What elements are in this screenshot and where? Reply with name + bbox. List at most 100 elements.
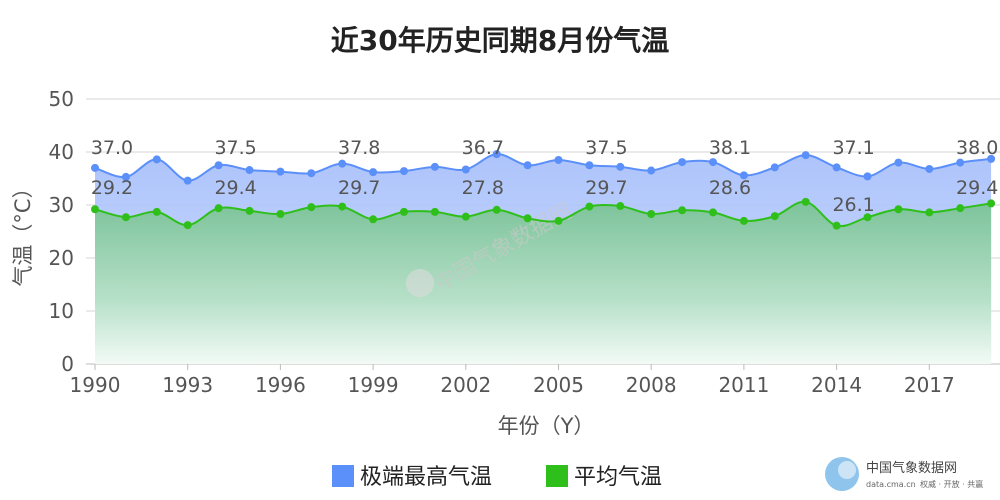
point-avg[interactable] (183, 221, 192, 230)
point-high[interactable] (461, 165, 470, 174)
legend-item-avg[interactable]: 平均气温 (546, 465, 662, 490)
data-label-high: 38.1 (709, 137, 751, 159)
point-avg[interactable] (91, 205, 99, 214)
point-avg[interactable] (152, 207, 161, 216)
x-tick-label: 1999 (348, 373, 399, 397)
data-label-avg: 29.7 (585, 177, 627, 199)
point-high[interactable] (770, 163, 779, 172)
point-high[interactable] (585, 161, 594, 170)
point-avg[interactable] (709, 208, 717, 217)
point-avg[interactable] (647, 210, 656, 219)
x-tick-label: 2008 (626, 373, 677, 397)
point-avg[interactable] (245, 206, 254, 215)
point-high[interactable] (647, 166, 656, 175)
legend-swatch-high (332, 465, 354, 487)
data-label-high: 37.5 (214, 137, 256, 159)
watermark-logo-icon (406, 269, 434, 297)
point-avg[interactable] (832, 221, 841, 230)
point-high[interactable] (739, 171, 748, 180)
point-avg[interactable] (678, 206, 687, 215)
point-high[interactable] (523, 161, 532, 170)
area-avg (95, 201, 992, 364)
point-avg[interactable] (276, 210, 285, 219)
legend-item-high[interactable]: 极端最高气温 (332, 465, 492, 490)
point-avg[interactable] (739, 216, 748, 225)
point-high[interactable] (678, 158, 687, 167)
point-high[interactable] (152, 155, 161, 164)
x-tick-label: 1990 (70, 373, 121, 397)
legend-label-high: 极端最高气温 (360, 465, 492, 490)
point-avg[interactable] (987, 199, 996, 208)
point-high[interactable] (925, 164, 934, 173)
point-avg[interactable] (770, 212, 779, 221)
point-avg[interactable] (925, 208, 934, 217)
data-label-high: 37.0 (91, 137, 133, 159)
point-high[interactable] (987, 154, 996, 163)
x-tick-label: 1996 (255, 373, 306, 397)
y-tick-label: 20 (49, 246, 74, 270)
point-high[interactable] (369, 168, 378, 177)
legend-label-avg: 平均气温 (574, 465, 662, 490)
point-high[interactable] (214, 161, 223, 170)
point-avg[interactable] (801, 197, 810, 206)
point-avg[interactable] (863, 213, 872, 222)
y-tick-label: 50 (49, 87, 74, 111)
point-avg[interactable] (338, 202, 347, 211)
point-avg[interactable] (523, 214, 532, 223)
point-avg[interactable] (369, 215, 378, 224)
brand-name: 中国气象数据网 (866, 460, 957, 476)
point-high[interactable] (276, 167, 285, 176)
point-avg[interactable] (307, 203, 316, 212)
x-tick-label: 2017 (904, 373, 955, 397)
data-label-avg: 29.4 (956, 177, 998, 199)
data-label-avg: 26.1 (832, 194, 874, 216)
brand-tagline: 权威 · 开放 · 共赢 (920, 479, 983, 489)
y-tick-label: 0 (61, 352, 74, 376)
point-high[interactable] (832, 163, 841, 172)
point-avg[interactable] (214, 204, 223, 213)
data-label-high: 37.5 (585, 137, 627, 159)
point-high[interactable] (554, 155, 563, 164)
data-label-high: 37.1 (832, 137, 874, 159)
point-high[interactable] (307, 169, 316, 178)
point-avg[interactable] (461, 212, 470, 221)
point-high[interactable] (245, 166, 254, 175)
point-high[interactable] (121, 172, 130, 181)
point-high[interactable] (430, 162, 439, 171)
x-tick-label: 2014 (811, 373, 862, 397)
chart-title: 近30年历史同期8月份气温 (331, 24, 669, 57)
point-avg[interactable] (554, 216, 563, 225)
point-high[interactable] (863, 172, 872, 181)
y-tick-label: 10 (49, 299, 74, 323)
x-axis-label: 年份（Y） (498, 414, 595, 438)
point-high[interactable] (709, 158, 717, 167)
data-label-avg: 28.6 (709, 177, 751, 199)
point-avg[interactable] (894, 205, 903, 214)
y-tick-label: 30 (49, 193, 74, 217)
point-avg[interactable] (616, 202, 625, 211)
point-high[interactable] (183, 176, 192, 185)
point-avg[interactable] (430, 207, 439, 216)
point-high[interactable] (616, 162, 625, 171)
point-avg[interactable] (400, 207, 408, 216)
legend: 极端最高气温 平均气温 (332, 465, 662, 490)
point-high[interactable] (400, 167, 408, 176)
point-high[interactable] (338, 159, 347, 168)
point-high[interactable] (492, 150, 501, 159)
point-high[interactable] (894, 158, 903, 167)
brand-logo: 中国气象数据网 data.cma.cn 权威 · 开放 · 共赢 (825, 457, 983, 491)
point-avg[interactable] (585, 202, 594, 211)
y-axis-label: 气温（°C） (11, 177, 35, 286)
legend-swatch-avg (546, 465, 568, 487)
point-high[interactable] (956, 158, 965, 167)
y-axis-ticks: 0 10 20 30 40 50 (49, 87, 74, 376)
point-avg[interactable] (121, 213, 130, 222)
data-label-high: 37.8 (338, 137, 380, 159)
point-avg[interactable] (956, 204, 965, 213)
point-avg[interactable] (492, 205, 501, 214)
point-high[interactable] (91, 163, 99, 172)
data-label-avg: 29.2 (91, 177, 133, 199)
x-tick-label: 1993 (162, 373, 213, 397)
data-label-avg: 29.4 (214, 177, 256, 199)
point-high[interactable] (801, 151, 810, 160)
